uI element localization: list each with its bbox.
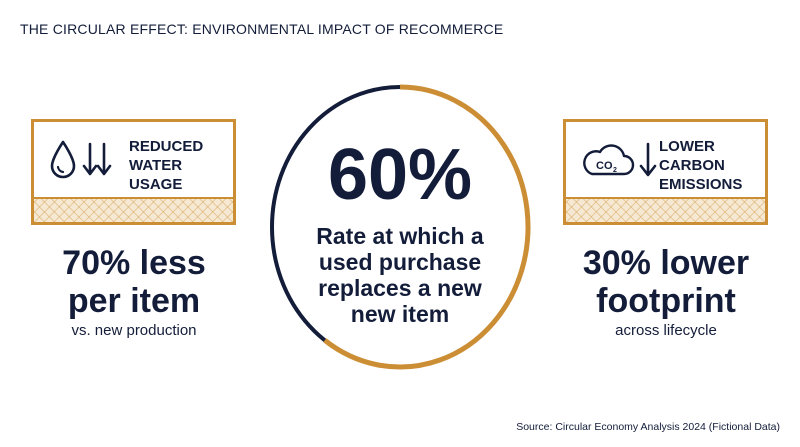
card-icons: CO 2 xyxy=(580,134,658,186)
water-subtitle: vs. new production xyxy=(71,322,197,339)
progress-ring xyxy=(270,84,531,370)
card-label: LOWER CARBON EMISSIONS xyxy=(659,138,743,193)
card-icons xyxy=(48,134,114,186)
co2-subscript: 2 xyxy=(613,167,617,174)
carbon-stat: 30% lower footprint xyxy=(582,244,750,320)
source-note: Source: Circular Economy Analysis 2024 (… xyxy=(516,421,780,433)
carbon-emissions-card: CO 2 LOWER CARBON EMISSIONS xyxy=(563,119,768,225)
card-label: REDUCED WATER USAGE xyxy=(129,138,204,193)
page-title: THE CIRCULAR EFFECT: ENVIRONMENTAL IMPAC… xyxy=(20,21,504,37)
headline-value: 60% xyxy=(327,135,473,215)
water-drop-icon xyxy=(50,140,76,179)
co2-cloud-icon: CO 2 xyxy=(583,144,635,176)
card-header: CO 2 LOWER CARBON EMISSIONS xyxy=(566,122,765,199)
decorative-pattern xyxy=(566,197,765,222)
carbon-subtitle: across lifecycle xyxy=(615,322,717,339)
headline-description: Rate at which a used purchase replaces a… xyxy=(316,223,484,327)
card-header: REDUCED WATER USAGE xyxy=(34,122,233,199)
double-down-arrow-icon xyxy=(82,142,112,176)
co2-label: CO xyxy=(596,160,613,172)
decorative-pattern xyxy=(34,197,233,222)
down-arrow-icon xyxy=(639,142,657,177)
water-usage-card: REDUCED WATER USAGE xyxy=(31,119,236,225)
water-stat: 70% less per item xyxy=(62,244,206,320)
ring-fill xyxy=(323,84,531,370)
